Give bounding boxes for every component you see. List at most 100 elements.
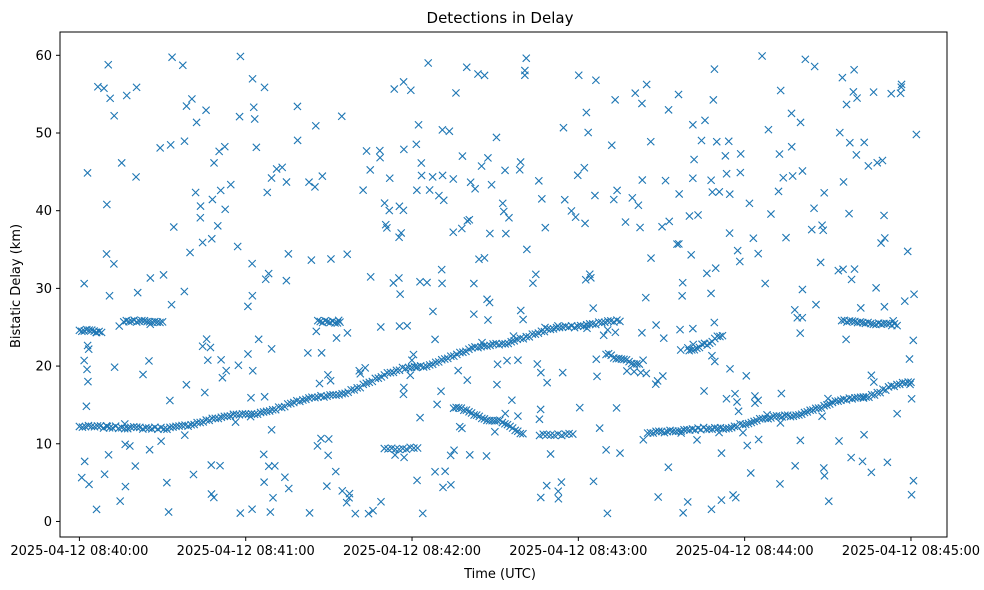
- detection-point: [438, 279, 447, 288]
- detection-point: [369, 506, 378, 515]
- detection-point: [676, 345, 685, 354]
- detection-point: [611, 95, 620, 104]
- detection-point: [191, 188, 200, 197]
- detection-point: [187, 94, 196, 103]
- detection-point: [677, 429, 686, 437]
- detection-point-track-main-rising: [392, 366, 401, 375]
- y-tick-label: 10: [35, 437, 52, 452]
- detection-point: [162, 478, 171, 487]
- detection-point: [252, 143, 261, 152]
- detection-point-track-flat-right: [893, 321, 902, 330]
- detection-point: [80, 279, 89, 288]
- detection-point: [380, 199, 389, 208]
- detection-point-track-main-rising: [425, 360, 434, 369]
- detection-point: [280, 473, 289, 482]
- detection-point: [903, 247, 912, 256]
- detection-point: [381, 220, 390, 229]
- detection-point: [659, 334, 668, 343]
- detection-point: [515, 165, 524, 174]
- detection-point: [710, 357, 719, 366]
- detection-point-track-arc-center: [498, 418, 507, 427]
- detection-point: [715, 428, 724, 437]
- detection-point-track-main-rising: [78, 423, 87, 432]
- detection-point-track-main-rising: [283, 399, 292, 408]
- detection-point-track-late-rising: [747, 418, 756, 427]
- detection-point-track-late-rising: [862, 392, 871, 401]
- detection-point: [637, 99, 646, 108]
- detection-point: [499, 207, 508, 216]
- detection-point: [613, 186, 622, 195]
- detection-point: [326, 376, 335, 385]
- detection-point: [485, 229, 494, 238]
- detection-point: [359, 186, 368, 195]
- detection-point: [708, 188, 717, 197]
- detection-point: [554, 487, 563, 496]
- detection-point: [412, 363, 421, 372]
- detection-point-track-main-rising: [440, 354, 449, 363]
- detection-point: [492, 133, 501, 142]
- detection-point: [775, 479, 784, 488]
- detection-point: [721, 151, 730, 160]
- detection-point: [206, 343, 215, 352]
- detection-point: [776, 86, 785, 95]
- detection-point: [331, 467, 340, 476]
- detection-point: [233, 242, 242, 251]
- detection-point: [109, 259, 118, 268]
- detection-point: [673, 240, 681, 249]
- detection-point: [462, 63, 471, 72]
- detection-point: [582, 108, 591, 117]
- detection-point: [446, 451, 455, 460]
- detection-point: [234, 361, 243, 370]
- detection-point: [858, 457, 867, 466]
- detection-point: [438, 171, 447, 180]
- detection-point: [260, 478, 269, 487]
- detection-point: [743, 441, 752, 450]
- detection-point: [498, 199, 507, 208]
- detection-point-track-main-rising: [474, 343, 482, 352]
- detection-point-track-arc-center: [465, 407, 473, 416]
- detection-point: [779, 173, 788, 182]
- detection-point: [323, 370, 332, 379]
- detection-point: [409, 350, 418, 359]
- detection-point: [749, 234, 758, 243]
- detection-point: [260, 83, 269, 92]
- detection-point: [250, 115, 259, 123]
- detection-point: [315, 379, 324, 388]
- detection-point: [541, 323, 549, 332]
- detection-point: [683, 497, 692, 506]
- detection-point: [493, 360, 502, 369]
- x-tick-label: 2025-04-12 08:41:00: [177, 544, 315, 559]
- detection-point: [431, 467, 440, 476]
- detection-point: [736, 168, 745, 177]
- detection-point: [259, 450, 268, 459]
- detection-point-track-late-rising: [822, 401, 831, 409]
- detection-point: [399, 145, 408, 154]
- detection-point: [202, 106, 211, 115]
- detection-point: [553, 321, 562, 330]
- detection-point: [726, 364, 734, 373]
- detection-point: [474, 255, 483, 264]
- detection-point: [897, 80, 906, 89]
- detection-point: [216, 461, 225, 470]
- detection-point: [269, 493, 277, 502]
- detection-point: [208, 195, 217, 204]
- detection-point: [912, 130, 921, 139]
- detection-point: [658, 222, 667, 231]
- detection-point-track-main-rising: [594, 318, 603, 327]
- detection-point-track-flat-left-b: [77, 327, 86, 336]
- detection-point-track-late-rising: [643, 429, 652, 438]
- detection-point: [120, 419, 129, 428]
- detection-point: [433, 400, 442, 409]
- detection-point: [893, 409, 902, 418]
- detection-point: [574, 71, 583, 80]
- detection-point: [338, 486, 347, 495]
- detection-point: [678, 278, 687, 287]
- detection-point: [343, 250, 352, 259]
- detection-point: [697, 136, 706, 145]
- detection-point-track-flat-left-a: [132, 318, 141, 326]
- detection-point: [391, 451, 400, 460]
- detection-point-track-main-rising: [208, 414, 217, 423]
- detection-point: [125, 441, 134, 450]
- detection-point: [850, 65, 859, 74]
- points-layer: [75, 52, 921, 518]
